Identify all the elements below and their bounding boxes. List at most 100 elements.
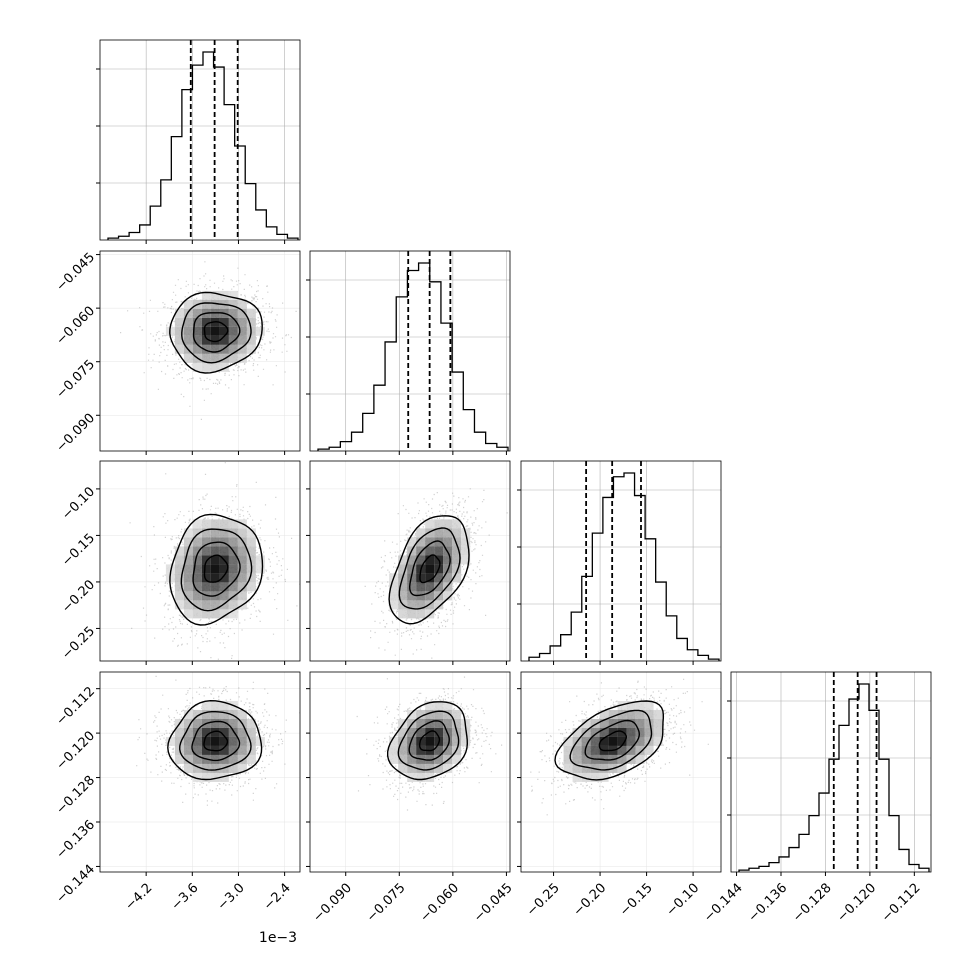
density-cell bbox=[228, 353, 238, 363]
contour-1 bbox=[192, 541, 241, 597]
density-cell bbox=[192, 582, 202, 592]
density-cell bbox=[572, 763, 582, 773]
density-cell bbox=[192, 335, 202, 345]
density-cell bbox=[434, 546, 444, 556]
density-cell bbox=[183, 591, 193, 601]
density-cell bbox=[219, 564, 229, 574]
density-cell bbox=[174, 591, 184, 601]
density-cell bbox=[228, 582, 238, 592]
density-cell bbox=[219, 700, 229, 710]
density-cell bbox=[228, 299, 238, 309]
x-tick-label-3-2: −0.128 bbox=[790, 881, 835, 926]
density-cell bbox=[237, 335, 247, 345]
density-cell bbox=[425, 709, 435, 719]
density-cell bbox=[192, 344, 202, 354]
contour-2 bbox=[180, 528, 253, 612]
y-tick-label-2-0: −0.10 bbox=[59, 484, 98, 523]
density-cell bbox=[183, 609, 193, 619]
density-cell bbox=[644, 709, 654, 719]
density-cell bbox=[228, 317, 238, 327]
x-tick-label-0-3: −2.4 bbox=[261, 881, 294, 914]
density-cell bbox=[452, 573, 462, 583]
density-cell bbox=[246, 754, 256, 764]
density-cell bbox=[228, 709, 238, 719]
density-cell bbox=[452, 528, 462, 538]
scatter-panel-3-1 bbox=[309, 671, 511, 873]
density-cell bbox=[407, 555, 417, 565]
density-cell bbox=[192, 546, 202, 556]
density-cell bbox=[219, 718, 229, 728]
density-cell bbox=[563, 745, 573, 755]
density-cell bbox=[228, 763, 238, 773]
density-cell bbox=[183, 582, 193, 592]
density-cell bbox=[183, 326, 193, 336]
density-cell bbox=[174, 582, 184, 592]
density-cell bbox=[201, 709, 211, 719]
density-cell bbox=[452, 519, 462, 529]
density-cell bbox=[635, 709, 645, 719]
density-cell bbox=[210, 326, 220, 336]
density-cell bbox=[398, 718, 408, 728]
density-cell bbox=[626, 718, 636, 728]
density-cell bbox=[434, 519, 444, 529]
density-cell bbox=[425, 555, 435, 565]
density-cell bbox=[599, 709, 609, 719]
density-cell bbox=[644, 718, 654, 728]
density-cell bbox=[617, 727, 627, 737]
diag-frame-1 bbox=[309, 250, 511, 452]
density-cell bbox=[165, 564, 175, 574]
density-cell bbox=[210, 344, 220, 354]
density-cell bbox=[228, 573, 238, 583]
density-cell bbox=[425, 736, 435, 746]
x-tick-label-3-4: −0.112 bbox=[879, 881, 924, 926]
density-cell bbox=[183, 763, 193, 773]
density-cell bbox=[407, 772, 417, 782]
density-cell bbox=[183, 353, 193, 363]
density-cell bbox=[563, 754, 573, 764]
density-cell bbox=[416, 546, 426, 556]
density-cell bbox=[192, 763, 202, 773]
density-cell bbox=[219, 537, 229, 547]
density-cell bbox=[219, 546, 229, 556]
y-tick-label-2-3: −0.25 bbox=[59, 624, 98, 663]
density-cell bbox=[443, 736, 453, 746]
density-cell bbox=[443, 763, 453, 773]
density-cell bbox=[192, 709, 202, 719]
density-cell bbox=[635, 736, 645, 746]
density-cell bbox=[407, 600, 417, 610]
density-cell bbox=[174, 317, 184, 327]
density-cell bbox=[174, 754, 184, 764]
density-cell bbox=[407, 609, 417, 619]
density-cell bbox=[389, 736, 399, 746]
density-cell bbox=[219, 609, 229, 619]
density-cell bbox=[617, 736, 627, 746]
density-cell bbox=[192, 326, 202, 336]
scatter-frame-3-2 bbox=[520, 671, 722, 873]
density-cell bbox=[246, 718, 256, 728]
density-cell bbox=[599, 718, 609, 728]
density-cell bbox=[416, 709, 426, 719]
density-cell bbox=[425, 573, 435, 583]
density-cell bbox=[237, 299, 247, 309]
density-cell bbox=[572, 772, 582, 782]
contour-3 bbox=[387, 701, 469, 781]
density-cell bbox=[443, 519, 453, 529]
density-cell bbox=[174, 308, 184, 318]
density-cell bbox=[590, 745, 600, 755]
density-cell bbox=[443, 709, 453, 719]
diag-panel-0 bbox=[96, 39, 301, 241]
density-cell bbox=[434, 537, 444, 547]
density-cell bbox=[461, 736, 471, 746]
density-cell bbox=[210, 718, 220, 728]
density-cell bbox=[246, 582, 256, 592]
diag-frame-0 bbox=[99, 39, 301, 241]
density-cell bbox=[183, 308, 193, 318]
density-cell bbox=[398, 727, 408, 737]
density-cell bbox=[407, 582, 417, 592]
density-cell bbox=[626, 727, 636, 737]
density-cell bbox=[219, 335, 229, 345]
density-cell bbox=[246, 736, 256, 746]
density-cell bbox=[219, 591, 229, 601]
density-cell bbox=[219, 326, 229, 336]
